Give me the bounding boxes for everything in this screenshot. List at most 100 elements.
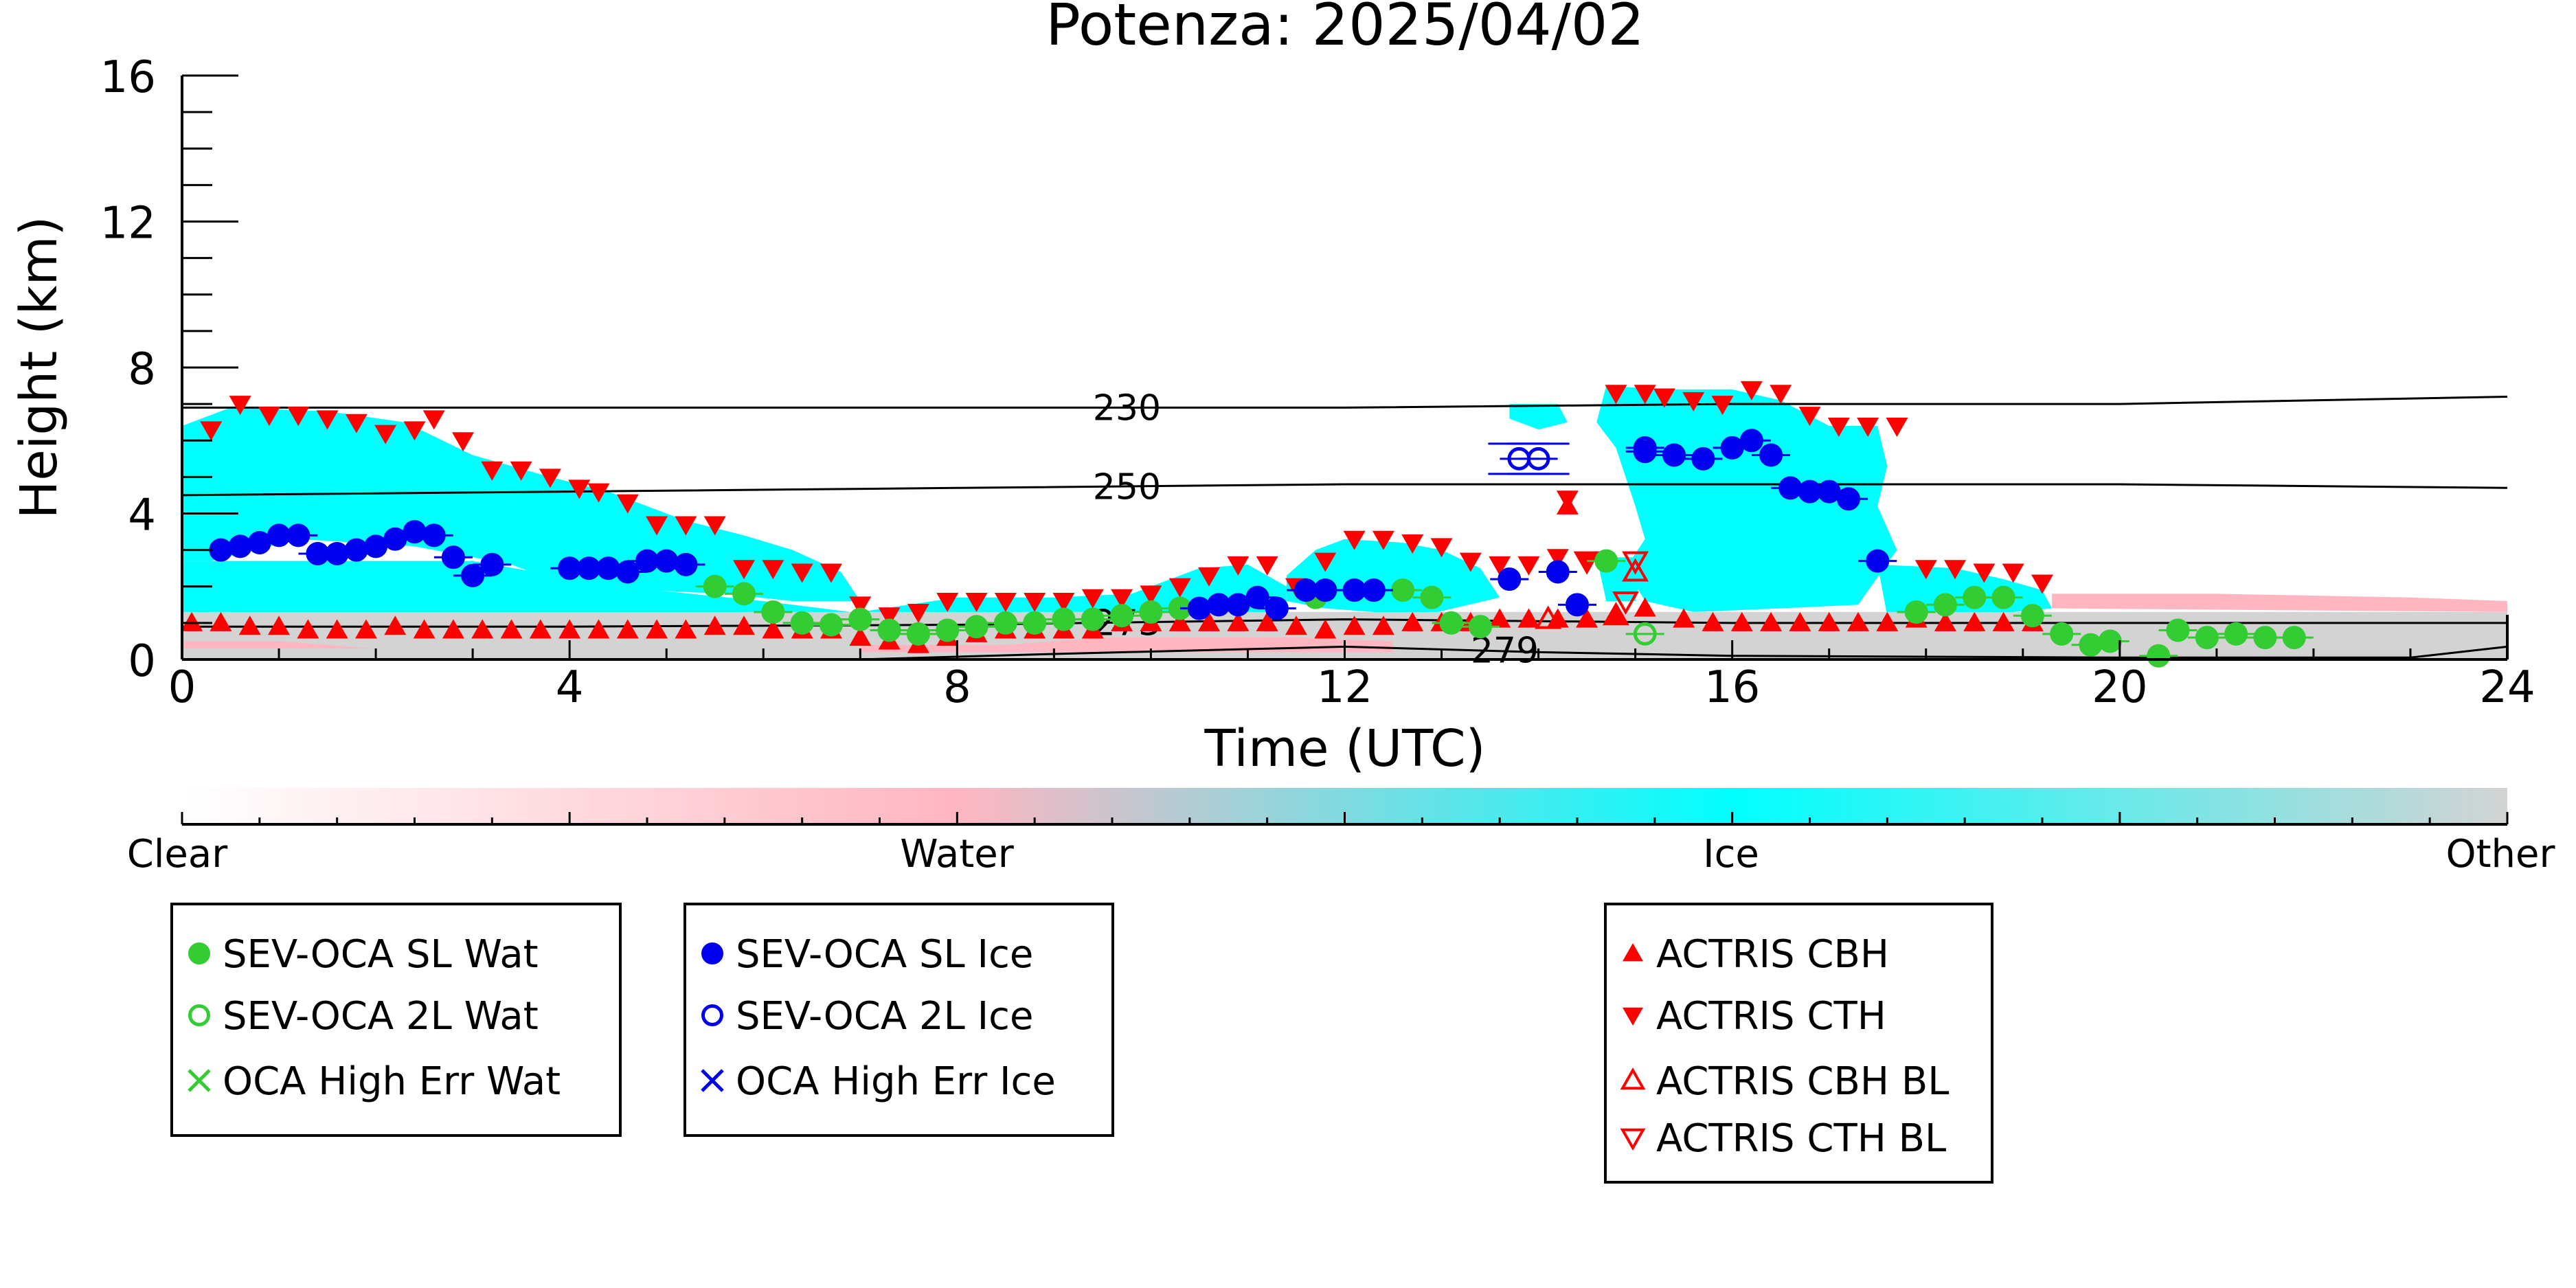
point-actris-cbh-bl (1622, 558, 1649, 582)
point-actris-cbh (1730, 611, 1753, 631)
point-actris-cbh (646, 619, 668, 639)
point-actris-cth (1024, 593, 1046, 612)
legend-label: ACTRIS CTH (1656, 994, 1886, 1039)
point-actris-cth (1973, 563, 1996, 583)
point-actris-cbh (587, 619, 610, 639)
point-sev-oca-sl-ice (480, 552, 504, 576)
legend-marker-sev-oca-sl-wat (188, 942, 210, 964)
point-actris-cth (200, 421, 223, 441)
legend-label: OCA High Err Ice (736, 1059, 1056, 1104)
point-actris-cbh (1343, 615, 1366, 635)
y-tick-label: 4 (128, 490, 156, 541)
colorbar-label-ice: Ice (1703, 832, 1759, 877)
point-actris-cth (1605, 385, 1627, 405)
point-sev-oca-2l-ice (1526, 447, 1550, 471)
point-actris-cbh (1876, 611, 1899, 631)
point-actris-cth (1140, 585, 1162, 605)
legend-marker-actris-cbh (1623, 943, 1643, 962)
point-sev-oca-sl-wat (2079, 633, 2103, 657)
point-sev-oca-sl-wat (2050, 622, 2074, 646)
point-actris-cth (878, 607, 901, 627)
y-tick-label: 8 (128, 344, 156, 395)
point-actris-cbh (1818, 611, 1840, 631)
point-sev-oca-sl-ice (596, 556, 620, 580)
point-actris-cbh (442, 619, 464, 639)
point-actris-cth (1546, 549, 1569, 569)
legend-marker-actris-cth-bl (1620, 1128, 1646, 1151)
point-actris-cbh (238, 615, 261, 635)
point-actris-cth (1343, 530, 1366, 550)
point-sev-oca-sl-wat (1468, 615, 1492, 639)
point-sev-oca-sl-ice (422, 523, 446, 547)
point-actris-cth (539, 468, 561, 488)
point-actris-cbh (1314, 619, 1337, 639)
point-sev-oca-sl-ice (325, 541, 349, 565)
point-actris-cbh-bl (1602, 602, 1629, 626)
point-actris-cbh (1673, 608, 1695, 628)
point-actris-cth (1556, 490, 1579, 510)
point-sev-oca-sl-wat (1420, 585, 1444, 609)
point-sev-oca-sl-wat (2195, 626, 2219, 650)
point-actris-cth (229, 396, 251, 416)
point-sev-oca-sl-wat (819, 613, 843, 637)
point-sev-oca-sl-wat (1139, 600, 1163, 624)
point-actris-cbh-bl (1535, 605, 1562, 629)
point-actris-cbh (1992, 611, 2015, 631)
legend-box-actris (1604, 903, 1993, 1184)
point-actris-cbh (529, 619, 552, 639)
cloud-region-ice (1596, 385, 1897, 612)
point-sev-oca-sl-wat (1594, 549, 1618, 573)
point-actris-cth-bl (1612, 591, 1639, 615)
point-actris-cth (1489, 556, 1511, 576)
point-actris-cbh (1789, 611, 1811, 631)
point-sev-oca-sl-ice (1245, 585, 1269, 609)
point-actris-cth (1111, 589, 1133, 609)
point-actris-cbh (1605, 605, 1627, 624)
point-actris-cth (1798, 407, 1821, 427)
point-actris-cth (510, 461, 532, 481)
point-actris-cth (258, 407, 280, 427)
isotherm-line-230 (182, 396, 2507, 409)
point-actris-cbh (558, 619, 581, 639)
isotherm-line-250 (182, 483, 2507, 497)
point-actris-cth (733, 560, 756, 580)
point-actris-cbh (1256, 611, 1278, 631)
point-actris-cth (587, 483, 610, 503)
point-sev-oca-sl-wat (964, 615, 988, 639)
point-actris-cbh (1576, 608, 1598, 628)
x-tick-label: 12 (1317, 662, 1372, 713)
point-sev-oca-sl-ice (674, 552, 698, 576)
point-sev-oca-sl-wat (1110, 604, 1134, 628)
point-actris-cth-bl (1622, 551, 1649, 575)
y-tick-label: 16 (100, 52, 156, 103)
x-axis-label: Time (UTC) (1204, 719, 1485, 778)
point-sev-oca-sl-wat (2020, 604, 2044, 628)
point-sev-oca-sl-ice (1778, 476, 1803, 500)
point-actris-cbh (384, 615, 407, 635)
point-sev-oca-sl-wat (2098, 629, 2122, 653)
point-actris-cbh (1227, 611, 1250, 631)
cloud-region-ice (182, 561, 851, 623)
point-actris-cth (849, 596, 872, 616)
point-sev-oca-sl-wat (2224, 622, 2248, 646)
point-actris-cbh (1401, 611, 1424, 631)
point-actris-cbh (1934, 611, 1956, 631)
isotherm-label-250: 250 (1093, 466, 1161, 508)
point-sev-oca-sl-ice (1265, 596, 1289, 620)
point-actris-cth (994, 593, 1017, 612)
point-sev-oca-sl-ice (441, 545, 465, 569)
legend-label: SEV-OCA SL Ice (736, 932, 1033, 977)
point-actris-cbh (210, 611, 232, 631)
point-actris-cbh (1372, 615, 1394, 635)
point-actris-cbh (500, 619, 523, 639)
cloud-region-ice (182, 407, 861, 601)
colorbar-label-clear: Clear (127, 832, 228, 877)
point-sev-oca-sl-ice (1566, 593, 1589, 617)
point-sev-oca-sl-ice (1739, 429, 1763, 453)
cloud-region-ice (1509, 404, 1568, 430)
point-actris-cth (791, 563, 813, 583)
point-actris-cth (481, 461, 504, 481)
point-actris-cth (703, 516, 726, 536)
colorbar-label-water: Water (900, 832, 1015, 877)
point-sev-oca-sl-ice (461, 563, 485, 587)
